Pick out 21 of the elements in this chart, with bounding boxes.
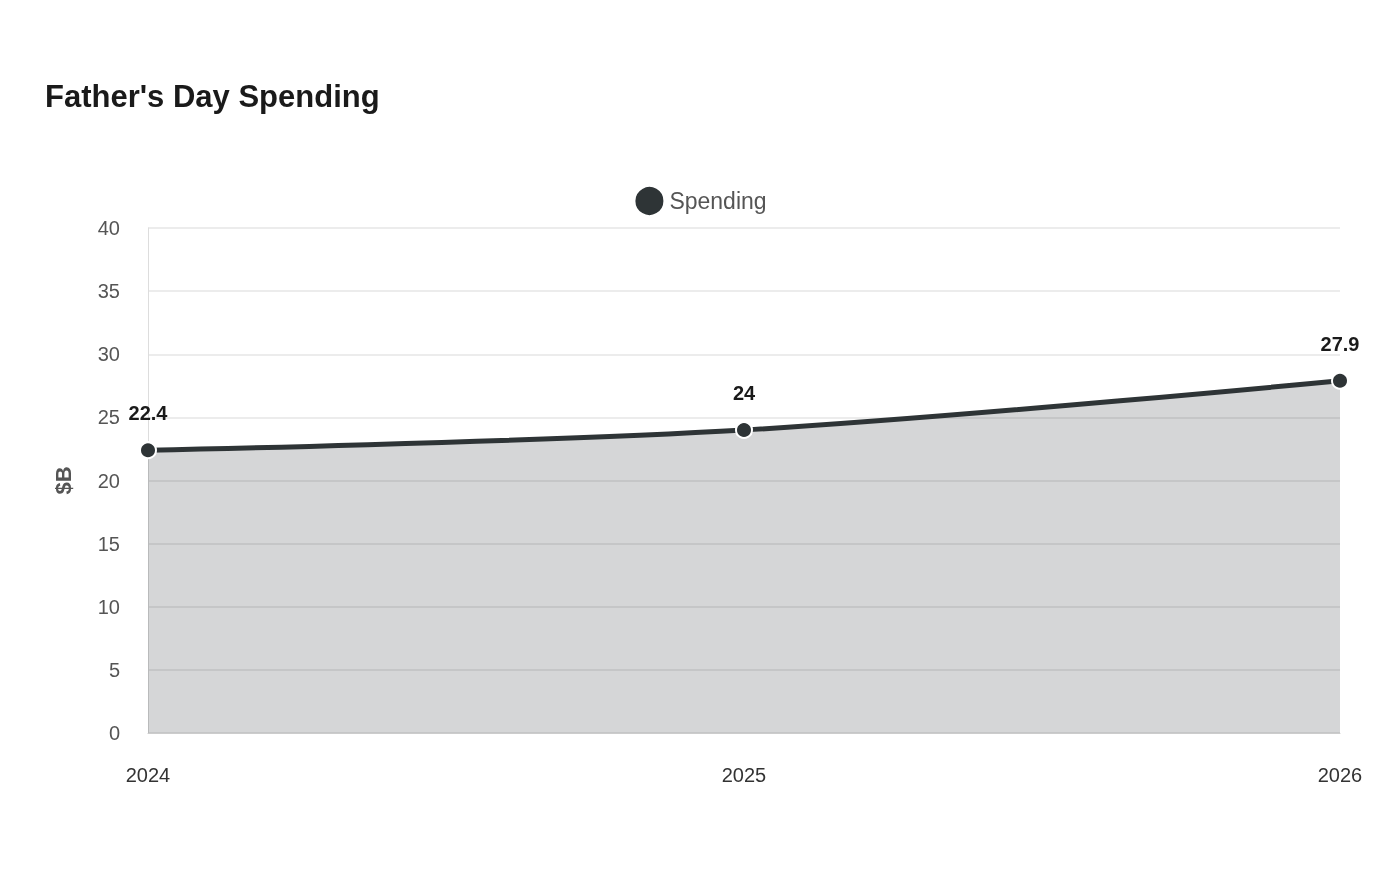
y-tick-label: 10 [97,595,120,618]
legend-label: Spending [669,188,767,214]
chart-title: Father's Day Spending [45,79,380,114]
point [735,421,753,439]
point [139,441,157,460]
y-tick-label: 15 [97,532,120,555]
y-tick-label: 40 [97,217,120,239]
y-tick-label: 20 [97,469,120,492]
point [1331,371,1349,390]
y-axis-title: $B [50,466,76,495]
y-tick-label: 35 [97,280,120,303]
x-tick-label: 2025 [721,764,767,786]
y-tick-label: 0 [108,722,120,744]
y-tick-label: 5 [108,658,120,681]
y-tick-label: 25 [97,406,120,429]
x-tick-label: 2026 [1317,764,1363,786]
data-label: 24 [732,382,756,404]
data-label: 27.9 [1320,332,1360,355]
x-tick-label: 2024 [125,764,171,786]
data-label: 22.4 [128,402,169,425]
y-tick-label: 30 [97,343,120,366]
